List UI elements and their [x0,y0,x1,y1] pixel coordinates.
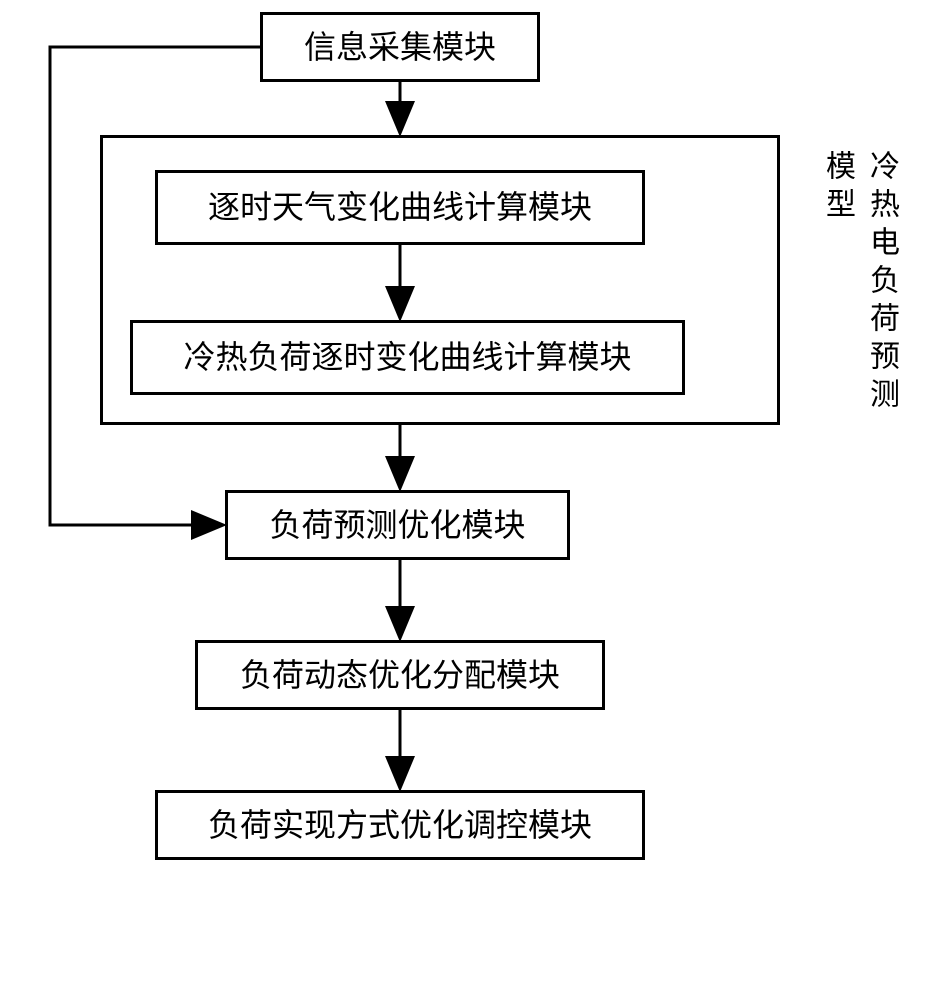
node-hourly-load-curve: 冷热负荷逐时变化曲线计算模块 [130,320,685,395]
node-info-collection-label: 信息采集模块 [304,28,496,66]
side-label-model-text: 冷热电负荷预测模型 [821,150,898,416]
node-load-implementation-control-label: 负荷实现方式优化调控模块 [208,806,592,844]
node-hourly-load-curve-label: 冷热负荷逐时变化曲线计算模块 [183,338,631,376]
side-label-model: 冷热电负荷预测模型 [815,150,903,430]
node-load-dynamic-allocation-label: 负荷动态优化分配模块 [240,656,560,694]
node-hourly-weather-curve-label: 逐时天气变化曲线计算模块 [208,188,592,226]
node-load-dynamic-allocation: 负荷动态优化分配模块 [195,640,605,710]
node-load-prediction-optimization: 负荷预测优化模块 [225,490,570,560]
node-load-prediction-optimization-label: 负荷预测优化模块 [269,506,525,544]
node-load-implementation-control: 负荷实现方式优化调控模块 [155,790,645,860]
node-hourly-weather-curve: 逐时天气变化曲线计算模块 [155,170,645,245]
node-info-collection: 信息采集模块 [260,12,540,82]
